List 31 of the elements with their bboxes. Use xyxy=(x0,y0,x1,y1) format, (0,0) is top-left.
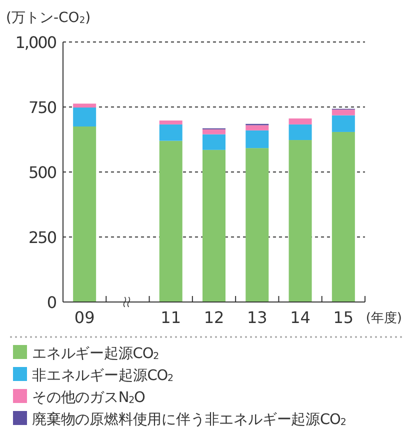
x-tick-label: 12 xyxy=(204,308,224,327)
bar xyxy=(159,124,182,141)
x-tick-label: 15 xyxy=(333,308,354,327)
x-tick-label: 09 xyxy=(74,308,95,327)
y-tick-label: 1,000 xyxy=(15,33,57,52)
bar xyxy=(288,118,312,124)
bar xyxy=(246,125,269,130)
bar xyxy=(332,115,355,132)
bar xyxy=(202,134,226,150)
y-tick-label: 0 xyxy=(46,293,57,312)
y-tick-label: 500 xyxy=(28,163,57,182)
bar xyxy=(246,148,269,302)
bar xyxy=(202,150,226,302)
bar xyxy=(73,108,96,126)
x-tick-label: 11 xyxy=(160,308,182,327)
bar xyxy=(288,124,312,140)
bar xyxy=(73,104,96,108)
bar xyxy=(332,110,355,116)
bar xyxy=(159,140,182,302)
bar xyxy=(159,120,182,124)
bar xyxy=(332,132,355,302)
y-tick-label: 750 xyxy=(28,98,57,117)
y-axis-title: (万トン-CO2) xyxy=(6,10,91,26)
bar xyxy=(246,130,269,148)
bar xyxy=(73,126,96,302)
x-tick-label: 13 xyxy=(246,308,268,327)
bar xyxy=(202,129,226,134)
x-tick-label: 14 xyxy=(290,308,310,327)
x-axis-title: (年度) xyxy=(366,310,402,326)
y-tick-label: 250 xyxy=(28,228,57,247)
bar xyxy=(288,140,312,302)
